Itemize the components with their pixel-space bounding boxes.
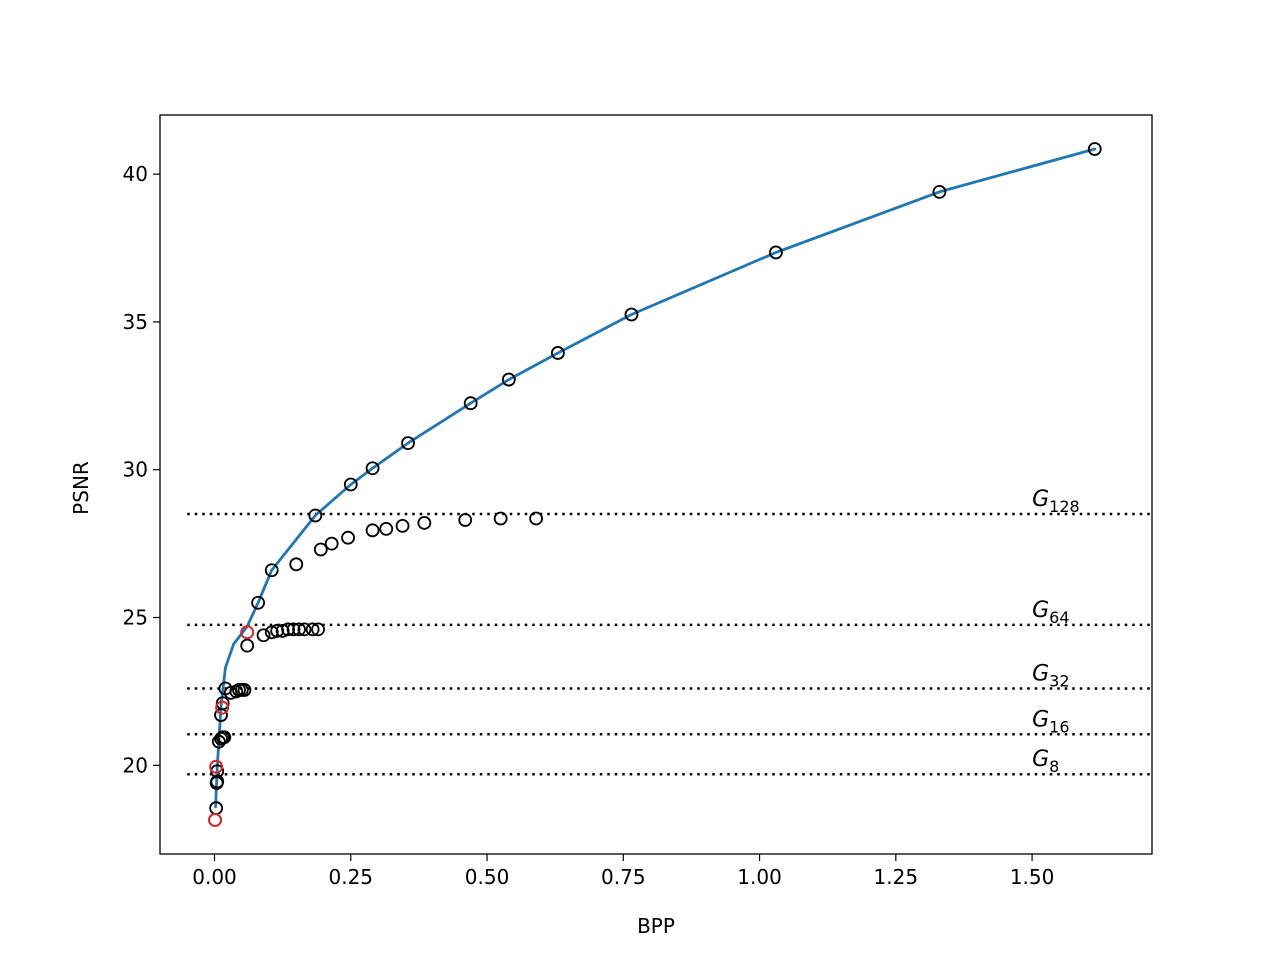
data-point	[240, 638, 255, 653]
reference-label-subscript: 16	[1049, 717, 1069, 736]
plot-frame	[159, 114, 1153, 855]
x-tick-label: 0.00	[192, 865, 237, 889]
data-point	[1087, 142, 1102, 156]
x-axis: 0.00 0.25 0.50 0.75 1.00 1.25 1.50	[192, 854, 1054, 889]
data-point	[493, 511, 508, 526]
data-point	[769, 245, 783, 260]
data-point	[341, 530, 355, 545]
reference-lines	[187, 512, 1152, 776]
data-point	[286, 622, 301, 637]
y-tick-label: 25	[123, 606, 148, 630]
x-tick-label: 1.00	[737, 865, 782, 889]
data-point	[463, 396, 478, 411]
x-tick-label: 0.75	[601, 865, 646, 889]
data-point	[305, 622, 320, 637]
data-point	[281, 622, 295, 637]
reference-label-subscript: 64	[1049, 608, 1069, 627]
data-point	[264, 563, 279, 578]
data-point	[289, 557, 304, 572]
highlighted-point	[215, 700, 230, 715]
data-point	[417, 516, 432, 530]
y-tick-label: 20	[123, 753, 148, 777]
data-point	[458, 513, 473, 527]
series-layer	[208, 142, 1102, 828]
data-point	[365, 461, 380, 476]
data-point	[237, 683, 252, 697]
data-point	[217, 730, 232, 745]
data-point	[215, 696, 230, 711]
data-point	[256, 628, 271, 643]
y-axis-title: PSNR	[69, 461, 93, 515]
data-point	[401, 436, 415, 451]
data-point	[251, 595, 266, 610]
x-tick-label: 1.25	[874, 865, 919, 889]
data-point	[624, 307, 639, 322]
data-point	[550, 346, 565, 360]
y-axis: 20 25 30 35 40	[123, 162, 160, 777]
x-tick-label: 0.50	[465, 865, 510, 889]
data-point	[529, 511, 543, 526]
data-point	[311, 622, 325, 637]
rate-distortion-curve	[214, 147, 1097, 809]
data-point	[308, 508, 323, 523]
x-tick-label: 1.50	[1010, 865, 1055, 889]
y-tick-label: 35	[123, 310, 148, 334]
highlighted-point	[240, 625, 255, 640]
reference-label-subscript: 8	[1049, 757, 1059, 776]
reference-label-subscript: 32	[1049, 671, 1069, 690]
data-point	[343, 477, 358, 492]
reference-label-subscript: 128	[1049, 497, 1080, 516]
data-point	[365, 523, 380, 538]
data-point	[297, 622, 312, 637]
y-tick-label: 30	[123, 458, 148, 482]
data-point	[932, 184, 947, 199]
data-point	[379, 521, 394, 536]
data-point	[324, 536, 339, 551]
highlighted-point	[209, 759, 224, 774]
highlighted-point	[208, 813, 223, 828]
data-point	[395, 518, 410, 533]
data-point	[210, 774, 225, 789]
x-tick-label: 0.25	[329, 865, 374, 889]
data-point	[313, 542, 328, 557]
data-point	[501, 372, 516, 387]
data-point	[292, 622, 306, 637]
x-axis-title: BPP	[637, 914, 675, 938]
y-tick-label: 40	[123, 162, 148, 186]
